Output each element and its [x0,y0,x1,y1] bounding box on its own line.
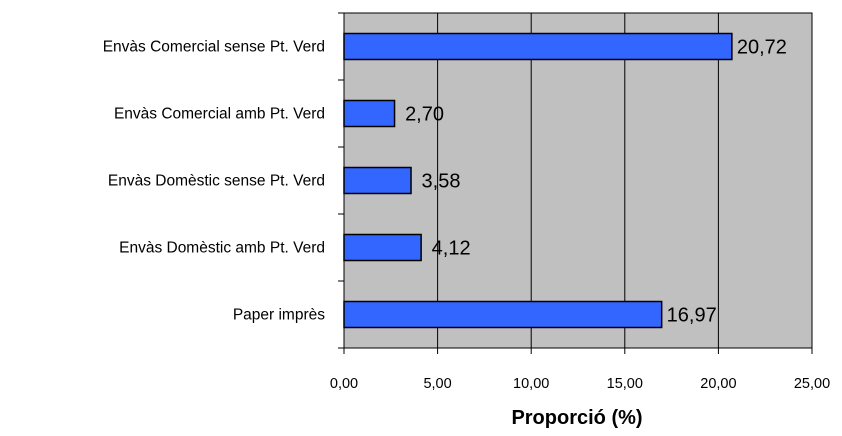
x-tick-label: 5,00 [423,376,451,392]
category-label: Paper imprès [233,307,325,324]
bar [343,300,663,329]
bars [343,32,733,329]
data-label: 4,12 [432,238,471,260]
data-label: 16,97 [667,305,717,327]
data-label: 20,72 [737,37,787,59]
bar [343,166,412,195]
bar [343,233,422,262]
x-tick-label: 0,00 [330,376,358,392]
bar [343,99,396,128]
category-label: Envàs Domèstic sense Pt. Verd [108,173,325,190]
x-tick-label: 20,00 [700,376,736,392]
gridlines [437,13,719,348]
bar [343,32,733,61]
x-tick-label: 15,00 [607,376,643,392]
x-axis-title: Proporció (%) [511,407,642,429]
x-tick-label: 10,00 [513,376,549,392]
x-tick-label: 25,00 [794,376,830,392]
category-label: Envàs Domèstic amb Pt. Verd [119,240,325,257]
data-label: 2,70 [405,104,444,126]
data-label: 3,58 [422,171,461,193]
y-axis-ticks [338,12,344,349]
category-label: Envàs Comercial sense Pt. Verd [103,39,325,56]
x-axis-ticks: 0,00 5,00 10,00 15,00 20,00 25,00 [330,348,830,392]
category-label: Envàs Comercial amb Pt. Verd [114,106,325,123]
category-labels: Envàs Comercial sense Pt. Verd Envàs Come… [103,39,326,324]
data-labels: 20,72 2,70 3,58 4,12 16,97 [405,37,787,327]
plot-area [343,12,813,349]
